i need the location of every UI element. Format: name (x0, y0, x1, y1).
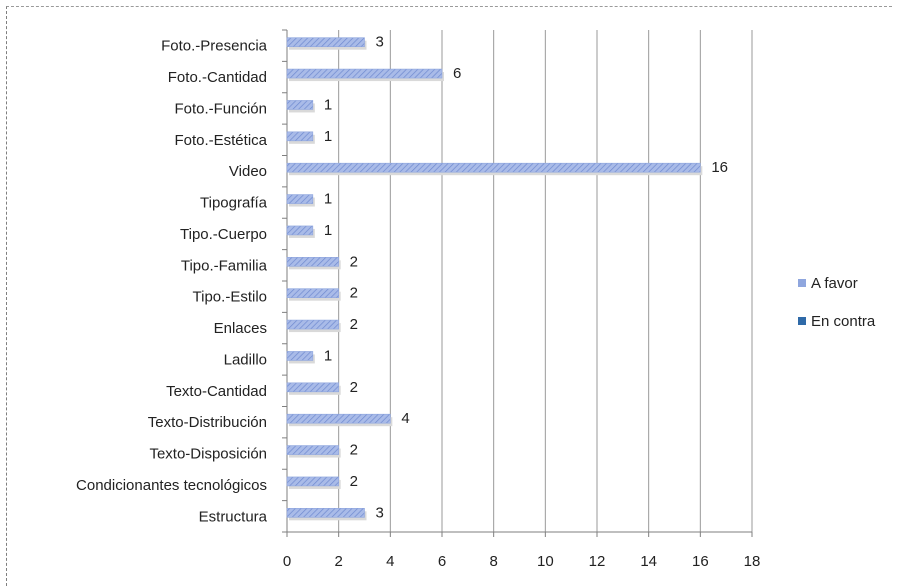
data-label: 1 (324, 347, 332, 364)
x-tick-label: 18 (744, 553, 761, 570)
category-label: Foto.-Estética (174, 132, 267, 149)
category-label: Condicionantes tecnológicos (76, 477, 267, 494)
chart-frame (6, 6, 892, 586)
category-label: Texto-Distribución (148, 414, 267, 431)
bar-a-favor (286, 413, 391, 424)
category-label: Enlaces (214, 320, 267, 337)
x-tick-label: 14 (640, 553, 657, 570)
bar-a-favor (286, 476, 339, 487)
data-label: 2 (350, 379, 358, 396)
x-tick-label: 10 (537, 553, 554, 570)
bar-a-favor (286, 162, 701, 173)
category-label: Tipo.-Cuerpo (180, 226, 267, 243)
x-tick-label: 8 (489, 553, 497, 570)
data-label: 4 (401, 410, 409, 427)
category-label: Tipografía (200, 195, 268, 212)
bar-a-favor (286, 257, 339, 267)
bar-a-favor (286, 225, 314, 236)
data-label: 2 (350, 285, 358, 302)
category-label: Foto.-Cantidad (168, 69, 267, 86)
bar-a-favor (286, 37, 365, 47)
data-label: 1 (324, 222, 332, 239)
data-label: 6 (453, 65, 461, 82)
legend: A favor En contra (798, 275, 876, 330)
bar-a-favor (286, 445, 339, 455)
category-label: Estructura (199, 508, 268, 525)
x-tick-label: 2 (334, 553, 342, 570)
bar-a-favor (286, 288, 339, 298)
category-label: Ladillo (224, 351, 267, 368)
category-label: Foto.-Función (174, 100, 267, 117)
data-label: 3 (376, 504, 384, 521)
data-label: 1 (324, 128, 332, 145)
x-tick-label: 4 (386, 553, 394, 570)
legend-swatch (798, 279, 806, 287)
bar-a-favor (286, 194, 314, 204)
data-label: 2 (350, 253, 358, 270)
data-label: 2 (350, 316, 358, 333)
legend-swatch (798, 317, 806, 325)
legend-label: A favor (811, 275, 858, 292)
legend-label: En contra (811, 313, 876, 330)
data-label: 1 (324, 191, 332, 208)
category-label: Tipo.-Estilo (193, 289, 267, 306)
bar-a-favor (286, 68, 443, 79)
category-label: Tipo.-Familia (181, 257, 268, 274)
data-label: 16 (711, 159, 728, 176)
data-label: 2 (350, 442, 358, 459)
data-label: 1 (324, 96, 332, 113)
x-tick-label: 16 (692, 553, 709, 570)
bars (286, 37, 703, 521)
bar-a-favor (286, 508, 365, 518)
x-tick-label: 6 (438, 553, 446, 570)
category-label: Foto.-Presencia (161, 38, 268, 55)
bar-a-favor (286, 319, 339, 330)
category-label: Texto-Cantidad (166, 383, 267, 400)
bar-a-favor (286, 382, 339, 393)
category-label: Texto-Disposición (149, 446, 267, 463)
axes (282, 29, 753, 537)
x-tick-label: 0 (283, 553, 291, 570)
x-tick-label: 12 (589, 553, 606, 570)
category-label: Video (229, 163, 267, 180)
bar-a-favor (286, 131, 314, 142)
bar-a-favor (286, 351, 314, 361)
data-label: 2 (350, 473, 358, 490)
bar-a-favor (286, 100, 314, 110)
data-label: 3 (376, 34, 384, 51)
